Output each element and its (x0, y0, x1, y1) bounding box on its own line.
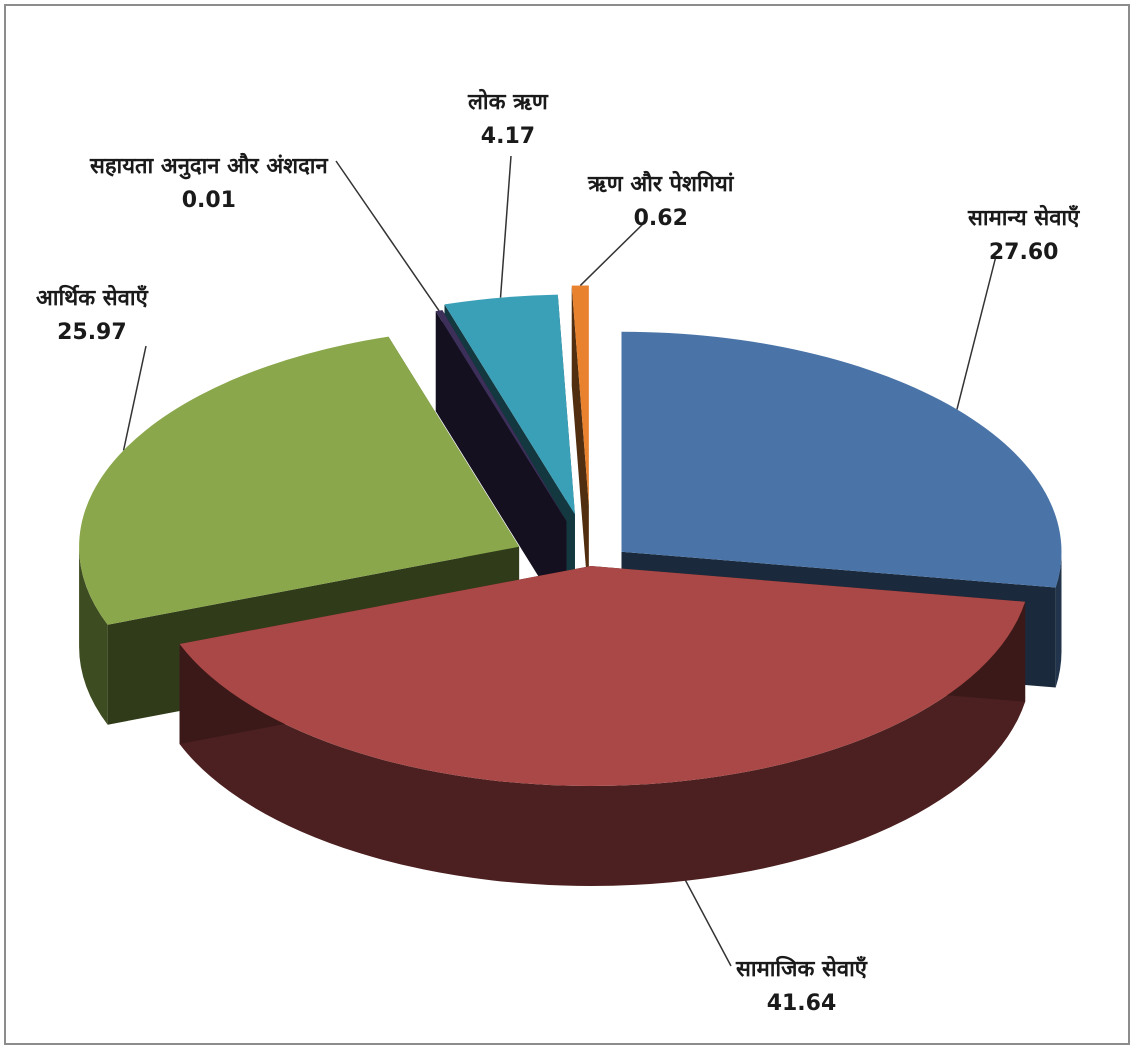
label-grants: सहायता अनुदान और अंशदान 0.01 (90, 150, 328, 218)
slice-general-services-top (621, 331, 1062, 588)
label-public-debt-name: लोक ऋण (468, 90, 548, 115)
slice-social-services (179, 566, 1026, 886)
slice-social-services-side (179, 601, 1026, 886)
label-grants-value: 0.01 (181, 188, 236, 213)
chart-frame: सामान्य सेवाएँ 27.60 सामाजिक सेवाएँ 41.6… (4, 4, 1130, 1045)
slice-loans-advances-face-0 (571, 285, 589, 606)
label-public-debt-value: 4.17 (480, 124, 536, 149)
slice-public-debt-top (444, 294, 575, 515)
label-general-services: सामान्य सेवाएँ 27.60 (968, 202, 1079, 270)
label-social-services-value: 41.64 (766, 991, 837, 1016)
label-social-services: सामाजिक सेवाएँ 41.64 (736, 953, 867, 1021)
leader-line (499, 155, 512, 298)
label-general-services-value: 27.60 (988, 240, 1059, 265)
label-public-debt: लोक ऋण 4.17 (468, 86, 548, 154)
label-general-services-name: सामान्य सेवाएँ (968, 206, 1080, 231)
leader-line (579, 220, 647, 287)
leader-line (335, 160, 440, 312)
label-economic-services: आर्थिक सेवाएँ 25.97 (36, 282, 148, 350)
label-economic-services-name: आर्थिक सेवाएँ (36, 286, 148, 311)
label-grants-name: सहायता अनुदान और अंशदान (90, 154, 328, 179)
slice-grants-face-1 (442, 310, 567, 622)
leader-line (122, 345, 147, 451)
leader-line (956, 255, 997, 410)
slice-grants-top (435, 310, 567, 522)
slice-economic-services-side (79, 546, 108, 725)
slice-social-services-top (179, 566, 1026, 786)
slice-loans-advances (571, 285, 589, 606)
label-loans-advances: ऋण और पेशगियां 0.62 (588, 168, 734, 236)
slice-economic-services-top (79, 336, 520, 625)
slice-loans-advances-top (571, 285, 589, 506)
label-social-services-name: सामाजिक सेवाएँ (736, 957, 867, 982)
label-economic-services-value: 25.97 (57, 320, 127, 345)
slice-grants (435, 310, 567, 622)
label-loans-advances-name: ऋण और पेशगियां (588, 172, 734, 197)
label-loans-advances-value: 0.62 (633, 206, 688, 231)
pie-chart (79, 155, 1062, 967)
slice-general-services-side (1055, 551, 1062, 688)
